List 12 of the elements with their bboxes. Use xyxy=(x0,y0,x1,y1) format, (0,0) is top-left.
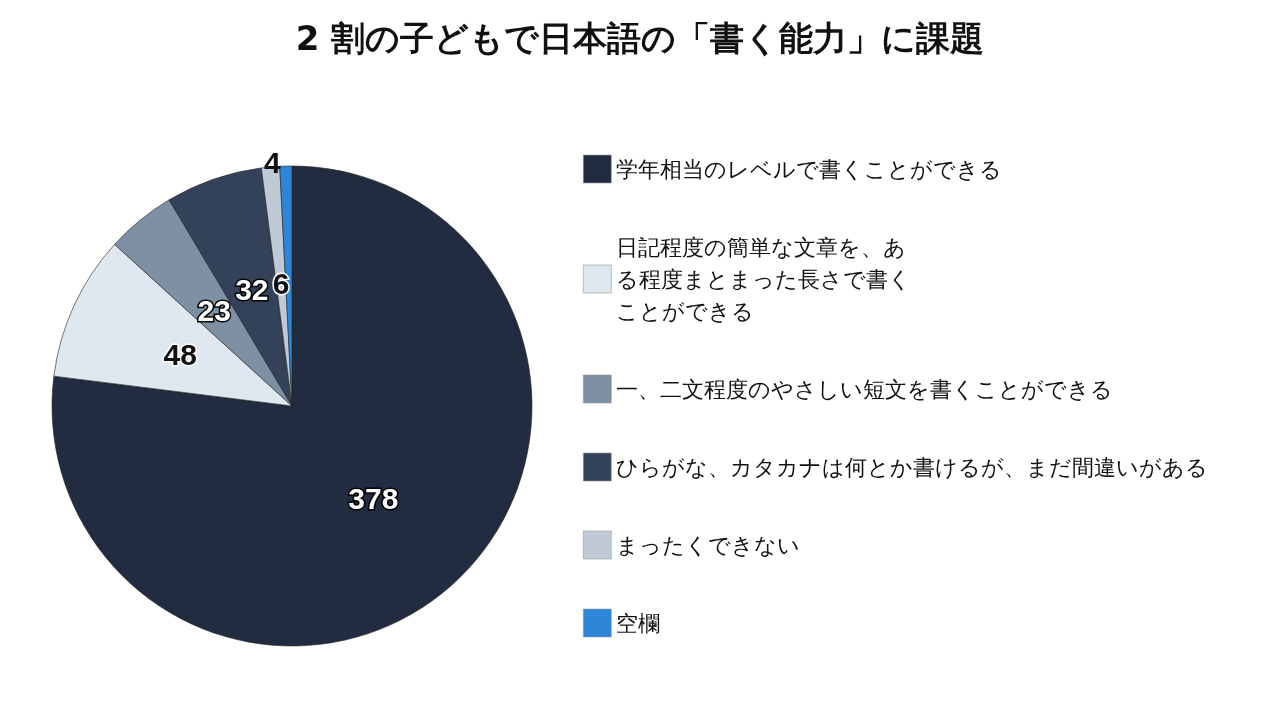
legend-label: ひらがな、カタカナは何とか書けるが、まだ間違いがある xyxy=(616,454,1209,480)
data-label: 23 xyxy=(197,294,231,328)
data-label: 4 xyxy=(264,145,282,179)
data-label: 48 xyxy=(163,338,197,372)
legend-label: 学年相当のレベルで書くことができる xyxy=(616,156,1003,182)
legend-label: まったくできない xyxy=(616,532,801,558)
legend-label: 空欄 xyxy=(616,610,661,636)
legend-label: 日記程度の簡単な文章を、ある程度まとまった長さで書くことができる xyxy=(616,234,912,324)
legend-label: 一、二文程度のやさしい短文を書くことができる xyxy=(616,376,1114,402)
chart-title: 2 割の子どもで日本語の「書く能力」に課題 xyxy=(295,18,985,58)
data-label: 378 xyxy=(348,481,399,515)
data-label: 32 xyxy=(235,273,269,307)
